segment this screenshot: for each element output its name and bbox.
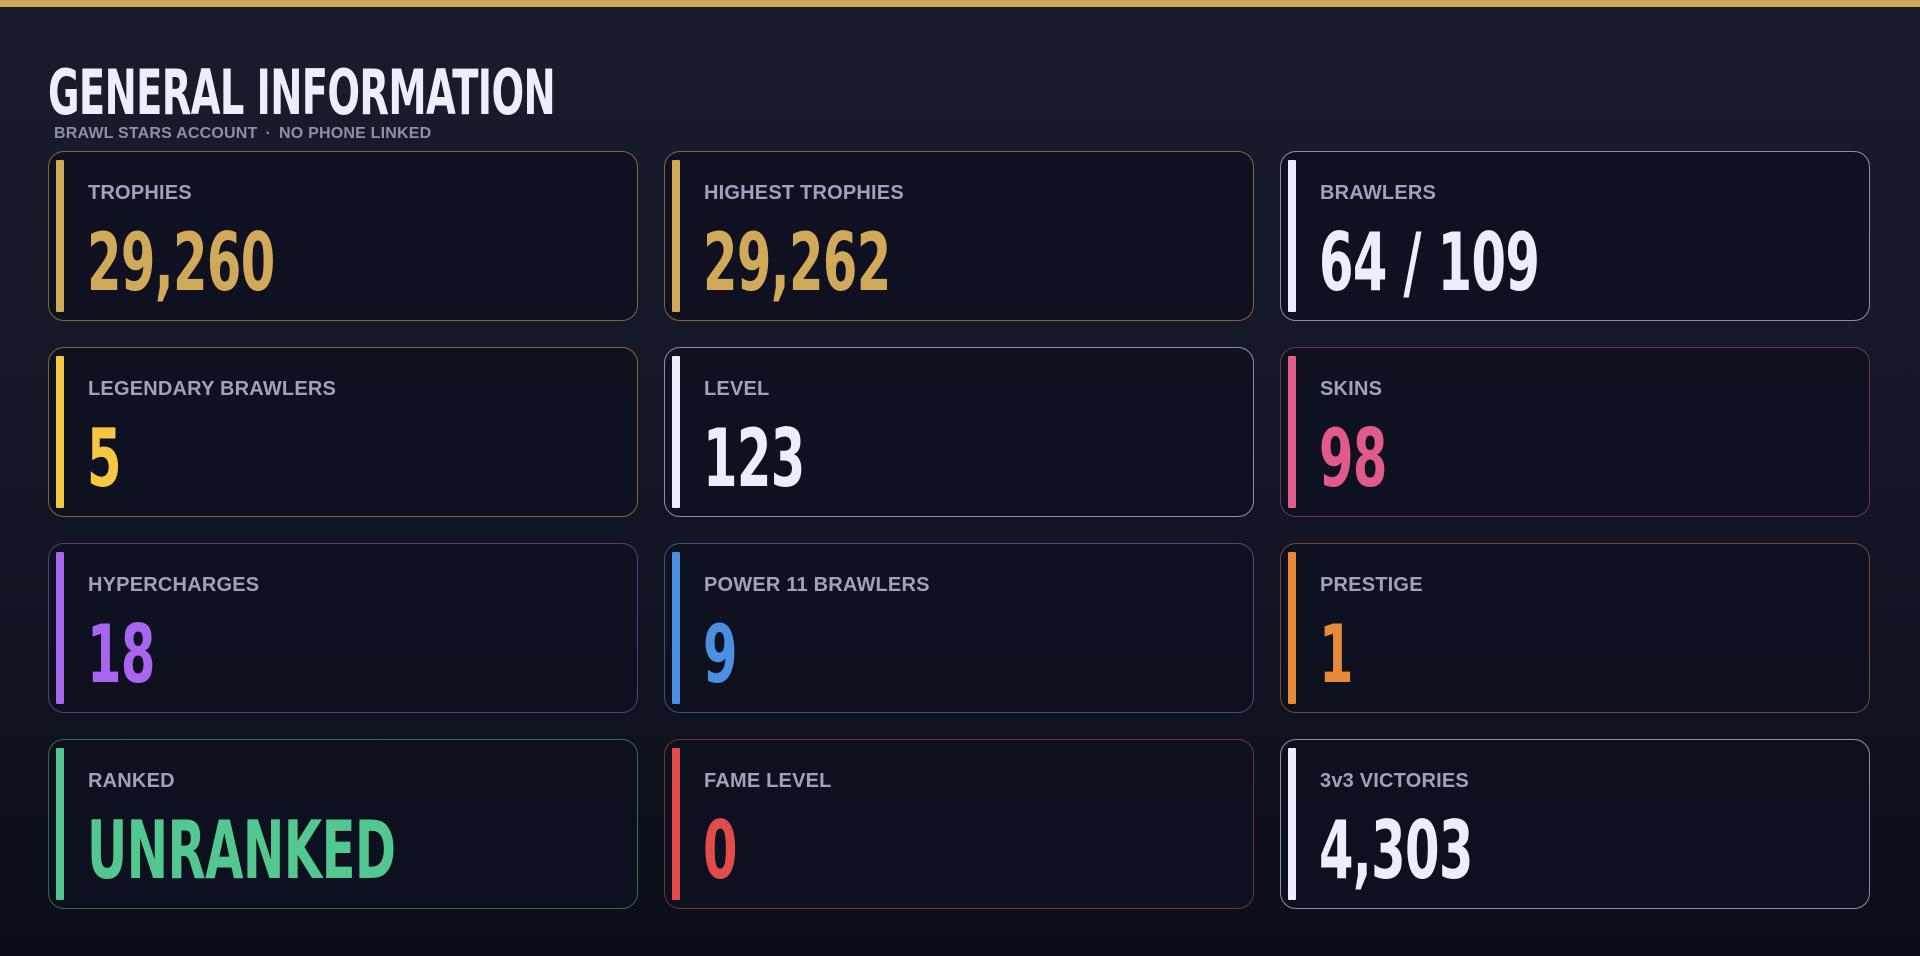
card-accent-bar (56, 356, 64, 508)
card-accent-bar (672, 356, 680, 508)
stat-label: POWER 11 BRAWLERS (704, 574, 930, 596)
page-subtitle: BRAWL STARS ACCOUNT · NO PHONE LINKED (54, 125, 431, 143)
card-accent-bar (1288, 356, 1296, 508)
stat-card-brawlers: BRAWLERS 64 / 109 (1280, 151, 1870, 321)
stat-label: RANKED (88, 770, 175, 792)
stat-label: BRAWLERS (1320, 182, 1437, 204)
stat-label: TROPHIES (88, 182, 192, 204)
stat-value: UNRANKED (87, 804, 396, 897)
card-accent-bar (672, 748, 680, 900)
stat-card-legendary-brawlers: LEGENDARY BRAWLERS 5 (48, 347, 638, 517)
stat-card-fame-level: FAME LEVEL 0 (664, 739, 1254, 909)
card-accent-bar (672, 552, 680, 704)
card-accent-bar (1288, 552, 1296, 704)
stat-label: 3v3 VICTORIES (1320, 770, 1469, 792)
page-title: GENERAL INFORMATION (48, 56, 556, 129)
stat-label: HYPERCHARGES (88, 574, 260, 596)
stat-value: 29,260 (87, 216, 275, 309)
stat-card-level: LEVEL 123 (664, 347, 1254, 517)
stat-label: HIGHEST TROPHIES (704, 182, 904, 204)
stat-value: 29,262 (703, 216, 891, 309)
stat-value: 98 (1319, 412, 1387, 505)
stats-grid: TROPHIES 29,260 HIGHEST TROPHIES 29,262 … (48, 151, 1870, 909)
stat-card-hypercharges: HYPERCHARGES 18 (48, 543, 638, 713)
stat-value: 9 (703, 608, 738, 701)
stat-card-power-11-brawlers: POWER 11 BRAWLERS 9 (664, 543, 1254, 713)
card-accent-bar (56, 552, 64, 704)
stat-label: PRESTIGE (1320, 574, 1423, 596)
card-accent-bar (56, 160, 64, 312)
card-accent-bar (1288, 748, 1296, 900)
subtitle-account: BRAWL STARS ACCOUNT (54, 125, 258, 142)
card-accent-bar (672, 160, 680, 312)
stat-label: LEVEL (704, 378, 770, 400)
stat-value: 0 (703, 804, 738, 897)
page-header: GENERAL INFORMATION BRAWL STARS ACCOUNT ·… (48, 56, 866, 143)
card-accent-bar (56, 748, 64, 900)
top-accent-bar (0, 0, 1920, 7)
stat-label: LEGENDARY BRAWLERS (88, 378, 337, 400)
stat-value: 64 / 109 (1319, 216, 1540, 309)
stat-label: FAME LEVEL (704, 770, 832, 792)
stat-value: 5 (87, 412, 122, 505)
stat-value: 4,303 (1319, 804, 1473, 897)
stat-card-prestige: PRESTIGE 1 (1280, 543, 1870, 713)
stat-card-trophies: TROPHIES 29,260 (48, 151, 638, 321)
stat-card-3v3-victories: 3v3 VICTORIES 4,303 (1280, 739, 1870, 909)
stat-value: 1 (1319, 608, 1354, 701)
card-accent-bar (1288, 160, 1296, 312)
stat-value: 123 (703, 412, 805, 505)
subtitle-phone: NO PHONE LINKED (279, 125, 432, 142)
subtitle-separator: · (265, 125, 272, 142)
stat-label: SKINS (1320, 378, 1383, 400)
stat-card-skins: SKINS 98 (1280, 347, 1870, 517)
stat-value: 18 (87, 608, 155, 701)
stat-card-ranked: RANKED UNRANKED (48, 739, 638, 909)
stat-card-highest-trophies: HIGHEST TROPHIES 29,262 (664, 151, 1254, 321)
